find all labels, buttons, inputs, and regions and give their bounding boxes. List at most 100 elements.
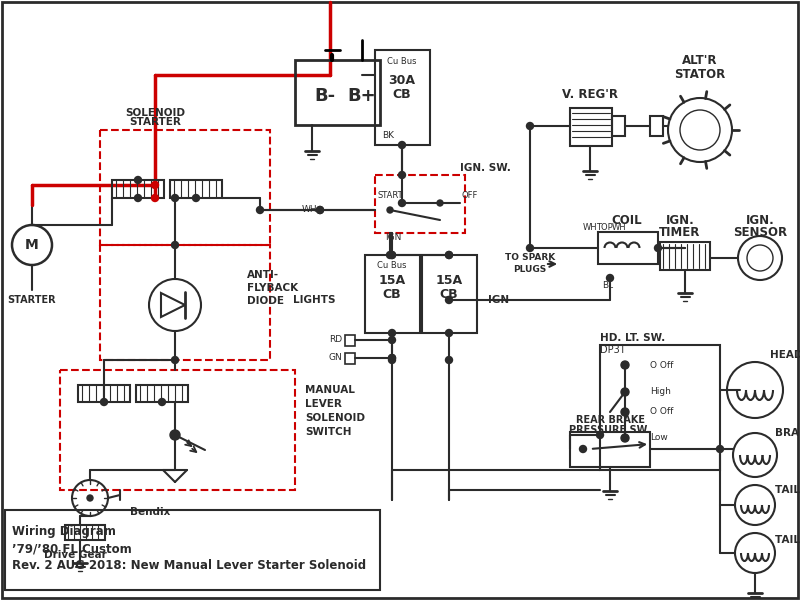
Text: CB: CB	[382, 289, 402, 301]
Bar	[650, 116, 663, 136]
Text: TO SPARK: TO SPARK	[505, 253, 555, 263]
Text: IGN: IGN	[385, 233, 402, 242]
Circle shape	[606, 275, 614, 281]
Text: TAIL LT.: TAIL LT.	[775, 535, 800, 545]
Circle shape	[170, 430, 180, 440]
Bar	[60, 370, 295, 490]
Circle shape	[151, 181, 158, 188]
Text: SENSOR: SENSOR	[733, 226, 787, 238]
Circle shape	[317, 206, 323, 214]
Circle shape	[171, 356, 178, 364]
Bar	[598, 232, 658, 264]
Bar	[136, 385, 188, 402]
Circle shape	[389, 355, 395, 361]
Circle shape	[171, 194, 178, 202]
Circle shape	[389, 356, 395, 364]
Bar	[600, 345, 720, 470]
Text: TOP: TOP	[596, 223, 612, 232]
Text: GN: GN	[328, 353, 342, 362]
Text: LIGHTS: LIGHTS	[293, 295, 335, 305]
Bar	[345, 353, 355, 364]
Text: ’79/’80 FL Custom: ’79/’80 FL Custom	[12, 542, 132, 555]
Text: WH: WH	[582, 223, 598, 232]
Text: O Off: O Off	[650, 407, 674, 416]
Circle shape	[526, 245, 534, 251]
Text: DP3T: DP3T	[600, 345, 626, 355]
Circle shape	[621, 388, 629, 396]
Bar	[5, 510, 380, 590]
Circle shape	[389, 251, 395, 259]
Circle shape	[398, 172, 406, 179]
Circle shape	[134, 194, 142, 202]
Text: SOLENOID: SOLENOID	[305, 413, 365, 423]
Circle shape	[621, 361, 629, 369]
Text: Drive Gear: Drive Gear	[44, 550, 106, 560]
Text: Rev. 2 AUG 2018: New Manual Lever Starter Solenoid: Rev. 2 AUG 2018: New Manual Lever Starte…	[12, 559, 366, 572]
Text: CB: CB	[440, 289, 458, 301]
Text: PRESSURE SW.: PRESSURE SW.	[570, 425, 650, 435]
Text: OFF: OFF	[462, 191, 478, 200]
Text: 15A: 15A	[435, 274, 462, 286]
Text: STATOR: STATOR	[674, 67, 726, 80]
Bar	[345, 335, 355, 346]
Text: IGN.: IGN.	[746, 214, 774, 226]
Circle shape	[389, 337, 395, 343]
Text: Cu Bus: Cu Bus	[378, 260, 406, 269]
Text: B-: B-	[314, 87, 335, 105]
Circle shape	[193, 194, 199, 202]
Circle shape	[171, 241, 178, 248]
Text: HEAD LT.: HEAD LT.	[770, 350, 800, 360]
Text: Low: Low	[650, 433, 668, 443]
Circle shape	[597, 431, 603, 439]
Circle shape	[526, 122, 534, 130]
Text: ALT'R: ALT'R	[682, 53, 718, 67]
Circle shape	[389, 251, 395, 259]
Text: CB: CB	[393, 88, 411, 101]
Text: MANUAL: MANUAL	[305, 385, 355, 395]
Bar	[612, 116, 625, 136]
Text: Wiring Diagram: Wiring Diagram	[12, 525, 116, 538]
Circle shape	[389, 355, 395, 361]
Text: B+: B+	[348, 87, 376, 105]
Circle shape	[387, 207, 393, 213]
Text: M: M	[25, 238, 39, 252]
Circle shape	[389, 329, 395, 337]
Text: 15A: 15A	[378, 274, 406, 286]
Text: BRAKE LT.: BRAKE LT.	[775, 428, 800, 438]
Text: LEVER: LEVER	[305, 399, 342, 409]
Bar	[570, 432, 650, 467]
Text: O Off: O Off	[650, 361, 674, 370]
Text: TAIL LT.: TAIL LT.	[775, 485, 800, 495]
Circle shape	[717, 445, 723, 452]
Bar	[375, 175, 465, 233]
Circle shape	[87, 495, 93, 501]
Circle shape	[317, 206, 323, 214]
Text: DIODE: DIODE	[247, 296, 284, 306]
Circle shape	[446, 329, 453, 337]
Circle shape	[621, 408, 629, 416]
Text: FLYBACK: FLYBACK	[247, 283, 298, 293]
Circle shape	[446, 251, 453, 259]
Bar	[65, 525, 105, 540]
Text: HD. LT. SW.: HD. LT. SW.	[600, 333, 666, 343]
Text: IGN. SW.: IGN. SW.	[460, 163, 511, 173]
Bar	[422, 255, 477, 333]
Bar	[100, 130, 270, 245]
Circle shape	[621, 434, 629, 442]
Bar	[570, 108, 612, 146]
Bar	[170, 180, 222, 198]
Text: BK: BK	[382, 130, 394, 139]
Circle shape	[398, 199, 406, 206]
Bar	[112, 180, 164, 198]
Circle shape	[398, 142, 406, 148]
Circle shape	[386, 251, 394, 259]
Circle shape	[446, 251, 453, 259]
Text: Cu Bus: Cu Bus	[387, 58, 417, 67]
Bar	[295, 60, 380, 125]
Bar	[365, 255, 420, 333]
Text: ANTI-: ANTI-	[247, 270, 279, 280]
Text: V. REG'R: V. REG'R	[562, 88, 618, 101]
Text: High: High	[650, 388, 671, 397]
Text: Bendix: Bendix	[130, 507, 170, 517]
Circle shape	[257, 206, 263, 214]
